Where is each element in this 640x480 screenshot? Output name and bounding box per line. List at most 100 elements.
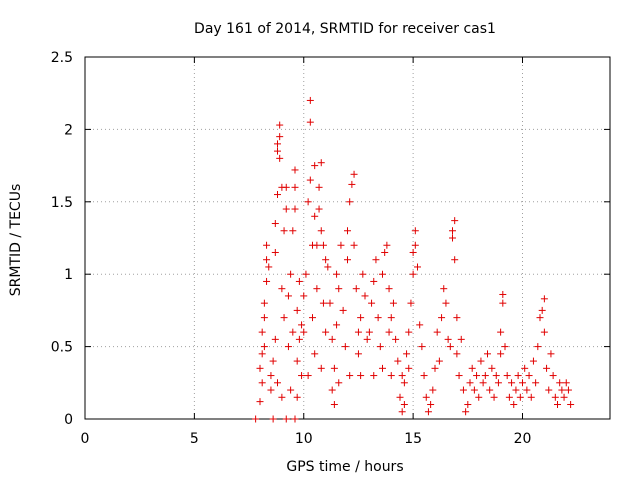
data-point	[540, 295, 548, 303]
data-point	[405, 364, 413, 372]
data-point	[503, 372, 511, 380]
data-point	[532, 379, 540, 387]
data-point	[523, 386, 531, 394]
data-point	[409, 270, 417, 278]
data-point	[398, 408, 406, 416]
data-point	[475, 393, 483, 401]
data-point	[385, 285, 393, 293]
data-point	[427, 401, 435, 409]
data-point	[411, 227, 419, 235]
data-point	[295, 335, 303, 343]
data-point	[304, 372, 312, 380]
y-tick-label: 0	[64, 412, 73, 428]
data-point	[567, 401, 575, 409]
data-point	[420, 372, 428, 380]
plot-frame	[84, 56, 611, 420]
data-point	[560, 393, 568, 401]
data-point	[376, 343, 384, 351]
data-point	[354, 328, 362, 336]
data-point	[499, 299, 507, 307]
data-point	[328, 335, 336, 343]
data-point	[306, 118, 314, 126]
data-point	[479, 379, 487, 387]
data-point	[282, 205, 290, 213]
data-point	[333, 270, 341, 278]
data-point	[280, 314, 288, 322]
data-point	[357, 372, 365, 380]
data-points	[252, 96, 575, 423]
data-point	[405, 328, 413, 336]
data-point	[370, 277, 378, 285]
data-point	[271, 248, 279, 256]
data-point	[387, 314, 395, 322]
data-point	[490, 393, 498, 401]
data-point	[394, 357, 402, 365]
data-point	[414, 263, 421, 271]
data-point	[564, 386, 572, 394]
data-point	[400, 401, 408, 409]
data-point	[271, 220, 279, 228]
data-point	[508, 379, 516, 387]
data-point	[256, 364, 264, 372]
data-point	[455, 372, 463, 380]
data-point	[549, 372, 557, 380]
data-point	[372, 256, 380, 264]
data-point	[470, 386, 478, 394]
data-point	[363, 335, 371, 343]
data-point	[352, 285, 360, 293]
data-point	[287, 386, 295, 394]
data-point	[396, 393, 404, 401]
data-point	[466, 379, 474, 387]
data-point	[451, 217, 459, 225]
data-point	[287, 270, 295, 278]
y-tick-label: 2.5	[51, 50, 73, 66]
data-point	[258, 379, 266, 387]
data-point	[293, 306, 301, 314]
y-tick-label: 0.5	[51, 340, 73, 356]
data-point	[260, 314, 268, 322]
data-point	[311, 350, 319, 358]
data-point	[418, 343, 426, 351]
data-point	[453, 350, 461, 358]
data-point	[556, 379, 564, 387]
data-point	[477, 357, 485, 365]
data-point	[354, 350, 362, 358]
data-point	[276, 154, 284, 162]
data-point	[309, 314, 316, 322]
data-point	[274, 191, 281, 199]
data-point	[519, 379, 526, 387]
data-point	[529, 357, 537, 365]
data-point	[291, 205, 299, 213]
data-point	[536, 314, 544, 322]
data-point	[562, 379, 570, 387]
data-point	[497, 328, 505, 336]
data-point	[267, 372, 275, 380]
data-point	[431, 364, 439, 372]
data-point	[298, 321, 306, 329]
data-point	[453, 314, 461, 322]
data-point	[319, 299, 327, 307]
data-point	[284, 292, 292, 300]
data-point	[361, 292, 369, 300]
data-point	[521, 364, 529, 372]
data-point	[335, 285, 343, 293]
data-point	[451, 256, 459, 264]
data-point	[400, 379, 408, 387]
data-point	[505, 393, 513, 401]
data-point	[440, 285, 448, 293]
data-point	[271, 335, 279, 343]
data-point	[403, 350, 411, 358]
data-point	[326, 299, 334, 307]
data-point	[341, 343, 349, 351]
data-point	[291, 183, 299, 191]
data-point	[280, 227, 288, 235]
data-point	[346, 372, 354, 380]
data-point	[488, 364, 496, 372]
data-point	[350, 241, 358, 249]
data-point	[558, 386, 566, 394]
data-point	[514, 372, 522, 380]
data-point	[484, 350, 491, 358]
data-point	[381, 248, 389, 256]
data-point	[468, 364, 476, 372]
